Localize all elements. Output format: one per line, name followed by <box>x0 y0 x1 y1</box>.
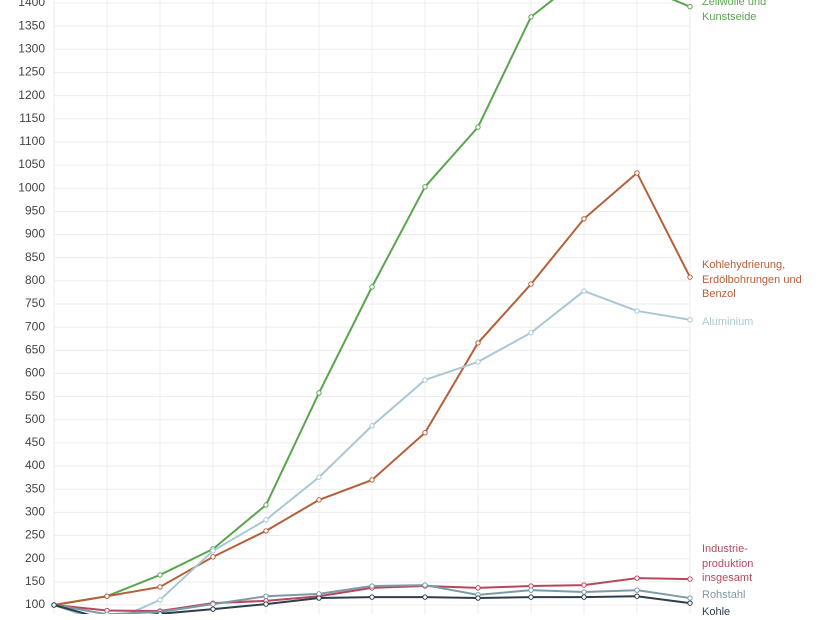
series-label: Kohlehydrierung, Erdölbohrungen und Benz… <box>702 259 802 300</box>
data-point <box>263 517 269 523</box>
series-label: Kohle <box>702 606 731 618</box>
data-point <box>528 594 534 600</box>
series-label: Zellwolle und Kunstseide <box>702 0 767 23</box>
data-point <box>210 548 216 554</box>
y-tick-label: 850 <box>25 250 45 264</box>
data-point <box>634 308 640 314</box>
data-point <box>316 390 322 396</box>
y-tick-label: 650 <box>25 342 45 356</box>
data-point <box>687 595 693 601</box>
y-tick-label: 100 <box>25 597 45 611</box>
data-point <box>528 330 534 336</box>
data-point <box>369 583 375 589</box>
y-tick-label: 900 <box>25 227 45 241</box>
data-point <box>528 14 534 20</box>
data-point <box>51 602 57 608</box>
y-tick-label: 200 <box>25 551 45 565</box>
data-point <box>210 554 216 560</box>
y-tick-label: 700 <box>25 319 45 333</box>
data-point <box>316 497 322 503</box>
y-tick-label: 350 <box>25 481 45 495</box>
data-point <box>581 594 587 600</box>
data-point <box>369 284 375 290</box>
data-point <box>687 600 693 606</box>
y-tick-label: 950 <box>25 204 45 218</box>
data-point <box>369 594 375 600</box>
data-point <box>581 589 587 595</box>
y-tick-label: 1250 <box>18 65 45 79</box>
data-point <box>475 340 481 346</box>
series-label: Aluminium <box>702 316 754 328</box>
data-point <box>210 601 216 607</box>
data-point <box>316 474 322 480</box>
data-point <box>157 584 163 590</box>
y-tick-label: 300 <box>25 505 45 519</box>
y-tick-label: 450 <box>25 435 45 449</box>
data-point <box>104 593 110 599</box>
data-point <box>263 528 269 534</box>
y-tick-label: 550 <box>25 389 45 403</box>
data-point <box>634 587 640 593</box>
data-point <box>369 423 375 429</box>
data-point <box>687 274 693 280</box>
data-point <box>475 595 481 601</box>
y-tick-label: 250 <box>25 528 45 542</box>
data-point <box>475 585 481 591</box>
data-point <box>687 576 693 582</box>
data-point <box>581 582 587 588</box>
data-point <box>263 601 269 607</box>
data-point <box>157 572 163 578</box>
data-point <box>263 502 269 508</box>
data-point <box>634 593 640 599</box>
data-point <box>263 593 269 599</box>
y-tick-label: 400 <box>25 458 45 472</box>
data-point <box>422 430 428 436</box>
y-tick-label: 1000 <box>18 180 45 194</box>
data-point <box>687 317 693 323</box>
y-tick-label: 750 <box>25 296 45 310</box>
series-label: Rohstahl <box>702 589 746 601</box>
data-point <box>422 377 428 383</box>
y-tick-label: 1150 <box>19 111 45 125</box>
y-tick-label: 1350 <box>18 18 45 32</box>
y-tick-label: 1300 <box>18 41 45 55</box>
y-tick-label: 800 <box>25 273 45 287</box>
data-point <box>422 594 428 600</box>
data-point <box>422 582 428 588</box>
y-tick-label: 500 <box>25 412 45 426</box>
y-tick-label: 150 <box>25 574 45 588</box>
y-tick-label: 1100 <box>19 134 45 148</box>
series-label: Industrie-produktion insgesamt <box>702 543 754 584</box>
data-point <box>581 288 587 294</box>
data-point <box>687 4 693 10</box>
data-point <box>634 170 640 176</box>
data-point <box>475 124 481 130</box>
data-point <box>157 597 163 603</box>
data-point <box>475 359 481 365</box>
y-tick-label: 1400 <box>18 0 45 9</box>
data-point <box>369 477 375 483</box>
y-tick-label: 1200 <box>18 88 45 102</box>
data-point <box>422 184 428 190</box>
data-point <box>581 216 587 222</box>
y-tick-label: 600 <box>25 366 45 380</box>
data-point <box>528 281 534 287</box>
data-point <box>634 575 640 581</box>
y-tick-label: 1050 <box>18 157 45 171</box>
data-point <box>528 587 534 593</box>
data-point <box>210 606 216 612</box>
data-point <box>316 595 322 601</box>
